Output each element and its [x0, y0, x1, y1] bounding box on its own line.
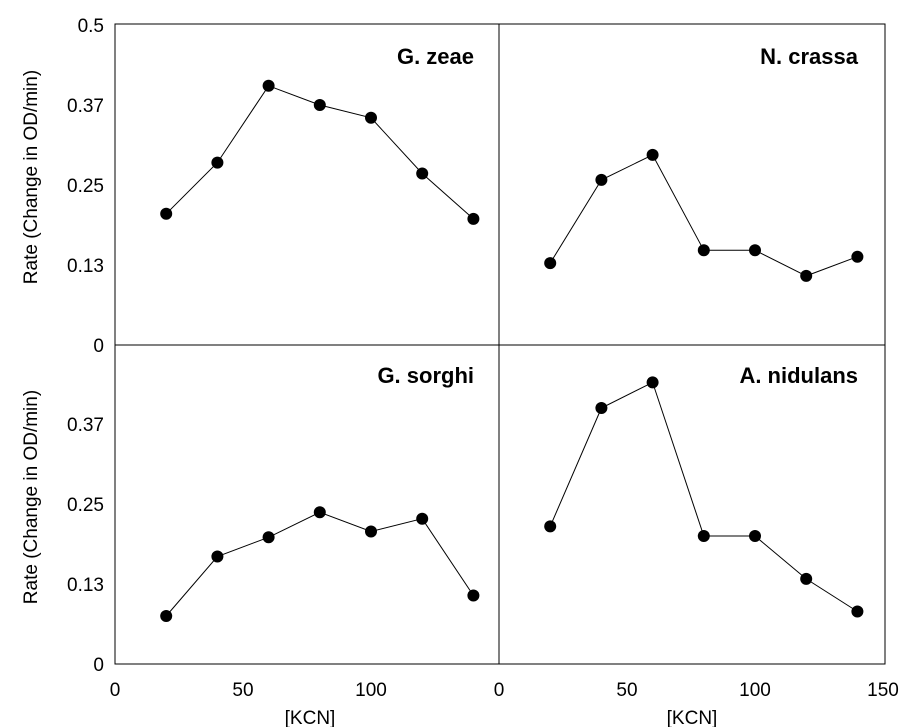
series-line [165, 511, 474, 617]
data-point [544, 520, 557, 533]
y-tick-label: 0.37 [67, 415, 104, 436]
y-tick-label: 0.5 [78, 16, 104, 37]
data-point [160, 207, 173, 220]
panel-ncrassa: N. crassa [544, 44, 864, 282]
y-tick-label: 0 [93, 655, 104, 676]
data-point [262, 531, 275, 544]
data-point [262, 79, 275, 92]
data-point [211, 550, 224, 563]
x-tick-label: 50 [616, 680, 637, 701]
data-point [365, 111, 377, 124]
x-tick-label: 100 [739, 680, 771, 701]
tick-labels: 0 0.13 0.25 0.37 0.5 0 0.13 0.25 0.37 0 50 100 0 50 10… [67, 16, 899, 701]
data-point [697, 244, 710, 257]
data-point [416, 512, 429, 525]
plot-frame [114, 23, 886, 665]
series-line [549, 154, 858, 277]
panel-title: G. sorghi [377, 363, 474, 388]
data-point [595, 173, 608, 186]
data-point [851, 250, 864, 263]
panel-title: A. nidulans [739, 363, 858, 388]
panel-title: G. zeae [397, 44, 474, 69]
data-point [800, 572, 813, 585]
data-point [160, 610, 173, 622]
panel-title: N. crassa [760, 44, 859, 69]
data-point [365, 525, 377, 538]
data-point [697, 530, 710, 542]
data-point [749, 244, 761, 257]
y-tick-label: 0.37 [67, 96, 104, 117]
data-point [544, 257, 557, 270]
data-point [646, 148, 659, 161]
data-point [313, 99, 326, 111]
y-tick-label: 0.13 [67, 575, 104, 596]
x-tick-label: 0 [110, 680, 121, 701]
panel-gzeae: G. zeae [160, 44, 480, 225]
x-axis-title-left: [KCN] [285, 708, 336, 727]
y-tick-label: 0.25 [67, 176, 104, 197]
data-point [749, 530, 761, 542]
x-tick-label: 0 [494, 680, 505, 701]
x-tick-label: 100 [355, 680, 387, 701]
x-axis-title-right: [KCN] [667, 708, 718, 727]
x-tick-label: 50 [232, 680, 253, 701]
y-tick-label: 0 [93, 336, 104, 357]
y-axis-title-top: Rate (Change in OD/min) [21, 70, 42, 284]
data-point [595, 402, 608, 414]
x-tick-label: 150 [867, 680, 899, 701]
data-point [211, 156, 224, 169]
y-axis-title-bottom: Rate (Change in OD/min) [21, 390, 42, 604]
data-point [646, 376, 659, 389]
panels: G. zeae N. crassa G. sorghi A. nidulans [160, 44, 864, 622]
y-tick-label: 0.25 [67, 495, 104, 516]
y-tick-label: 0.13 [67, 256, 104, 277]
data-point [467, 589, 480, 602]
data-point [313, 506, 326, 519]
panel-anidulans: A. nidulans [544, 363, 864, 618]
data-point [800, 269, 813, 282]
panel-gsorghi: G. sorghi [160, 363, 480, 622]
data-point [467, 212, 480, 225]
data-point [416, 167, 429, 180]
data-point [851, 605, 864, 618]
